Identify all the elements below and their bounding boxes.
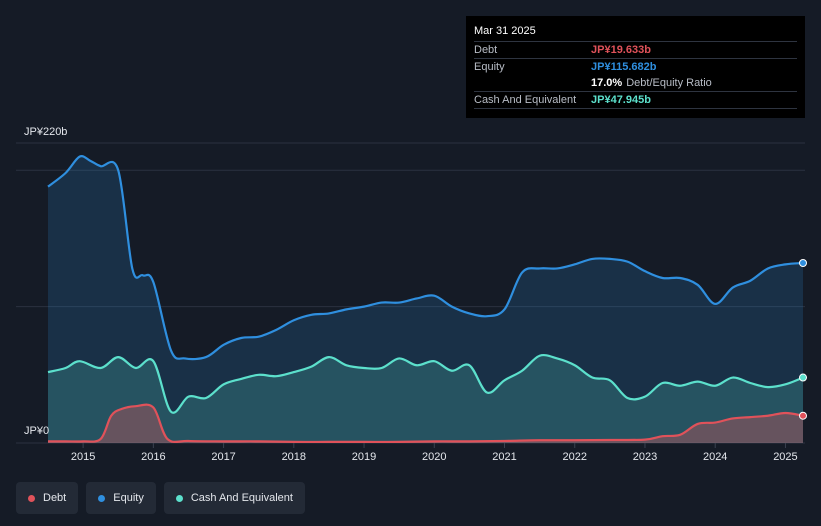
tooltip-row-debt: Debt JP¥19.633b: [474, 41, 797, 58]
tooltip-row-ratio: 17.0% Debt/Equity Ratio: [474, 75, 797, 91]
cash-and-equivalent-endpoint: [799, 373, 807, 382]
x-tick-label-2017: 2017: [211, 451, 235, 463]
x-tick-label-2020: 2020: [422, 451, 446, 463]
x-tick-label-2018: 2018: [282, 451, 306, 463]
x-tick-label-2024: 2024: [703, 451, 727, 463]
equity-endpoint: [799, 259, 807, 267]
tooltip-debt-label: Debt: [474, 44, 498, 56]
tooltip-equity-value: JP¥115.682b: [591, 61, 657, 73]
legend-item-cash[interactable]: Cash And Equivalent: [163, 482, 305, 514]
x-tick-label-2025: 2025: [773, 451, 797, 463]
gridlines: [16, 142, 805, 444]
debt-dot-icon: [28, 494, 35, 502]
cash-and-equivalent-line: [47, 353, 804, 414]
x-tick-label-2015: 2015: [71, 451, 95, 463]
tooltip-ratio-caption: Debt/Equity Ratio: [626, 77, 712, 89]
cash-dot-icon: [175, 494, 183, 502]
tooltip-panel: Mar 31 2025 Debt JP¥19.633b Equity JP¥11…: [466, 16, 805, 118]
debt-line: [48, 403, 804, 444]
series-endpoints: [799, 259, 807, 420]
legend-equity-label: Equity: [113, 492, 144, 504]
equity-dot-icon: [98, 494, 106, 502]
tooltip-cash-value: JP¥47.945b: [591, 94, 651, 106]
debt-endpoint: [799, 411, 807, 420]
tooltip-date: Mar 31 2025: [474, 25, 536, 37]
tooltip-debt-value: JP¥19.633b: [591, 44, 651, 56]
x-tick-label-2019: 2019: [352, 451, 376, 463]
tooltip-ratio-label: [474, 75, 591, 91]
tooltip-row-cash: Cash And Equivalent JP¥47.945b: [474, 91, 797, 108]
tooltip-row-equity: Equity JP¥115.682b: [474, 58, 797, 75]
x-axis: 2015 2016 2017 2018 2019 2020 2021 2022 2023 2024…: [71, 443, 798, 463]
series-areas: [47, 155, 804, 444]
tooltip-cash-label: Cash And Equivalent: [474, 94, 577, 106]
tooltip-equity-label: Equity: [474, 61, 505, 73]
tooltip-bottom-rule: [474, 108, 797, 125]
equity-area: [48, 156, 803, 443]
equity-line: [47, 155, 804, 361]
y-tick-label-zero: JP¥0: [24, 425, 50, 437]
legend-item-equity[interactable]: Equity: [86, 482, 156, 514]
x-tick-label-2023: 2023: [633, 451, 657, 463]
x-tick-label-2021: 2021: [492, 451, 516, 463]
y-tick-label-top: JP¥220b: [24, 126, 68, 138]
legend-cash-label: Cash And Equivalent: [190, 492, 293, 504]
legend-item-debt[interactable]: Debt: [16, 482, 79, 514]
x-tick-label-2022: 2022: [563, 451, 587, 463]
cash-and-equivalent-area: [48, 355, 803, 443]
x-tick-label-2016: 2016: [141, 451, 165, 463]
legend: Debt Equity Cash And Equivalent: [16, 482, 305, 514]
legend-debt-label: Debt: [43, 492, 67, 504]
tooltip-ratio-value: 17.0%: [591, 77, 623, 89]
